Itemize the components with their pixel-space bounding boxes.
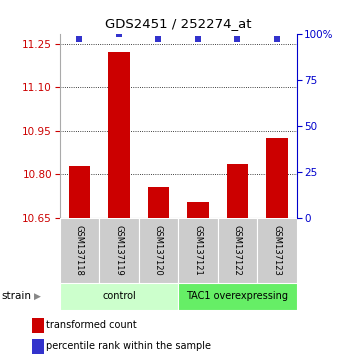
Bar xyxy=(108,52,130,218)
Point xyxy=(77,36,82,42)
Bar xyxy=(187,202,209,218)
Text: GSM137120: GSM137120 xyxy=(154,225,163,276)
Bar xyxy=(178,218,218,283)
Point xyxy=(274,36,280,42)
Text: GSM137119: GSM137119 xyxy=(115,225,123,276)
Text: TAC1 overexpressing: TAC1 overexpressing xyxy=(187,291,288,302)
Bar xyxy=(178,283,297,310)
Bar xyxy=(60,283,178,310)
Text: transformed count: transformed count xyxy=(46,320,136,330)
Bar xyxy=(266,138,288,218)
Text: GSM137118: GSM137118 xyxy=(75,225,84,276)
Bar xyxy=(257,218,297,283)
Bar xyxy=(148,187,169,218)
Text: percentile rank within the sample: percentile rank within the sample xyxy=(46,342,211,352)
Title: GDS2451 / 252274_at: GDS2451 / 252274_at xyxy=(105,17,251,30)
Bar xyxy=(99,218,139,283)
Bar xyxy=(139,218,178,283)
Point xyxy=(235,36,240,42)
Text: strain: strain xyxy=(2,291,32,302)
Bar xyxy=(60,218,99,283)
Text: GSM137122: GSM137122 xyxy=(233,225,242,276)
Bar xyxy=(226,164,248,218)
Text: ▶: ▶ xyxy=(34,292,41,301)
Point xyxy=(195,36,201,42)
Text: GSM137121: GSM137121 xyxy=(193,225,203,276)
Bar xyxy=(32,318,44,333)
Text: GSM137123: GSM137123 xyxy=(272,225,281,276)
Bar xyxy=(218,218,257,283)
Point xyxy=(116,31,122,36)
Point xyxy=(156,36,161,42)
Bar xyxy=(32,339,44,354)
Text: control: control xyxy=(102,291,136,302)
Bar xyxy=(69,166,90,218)
